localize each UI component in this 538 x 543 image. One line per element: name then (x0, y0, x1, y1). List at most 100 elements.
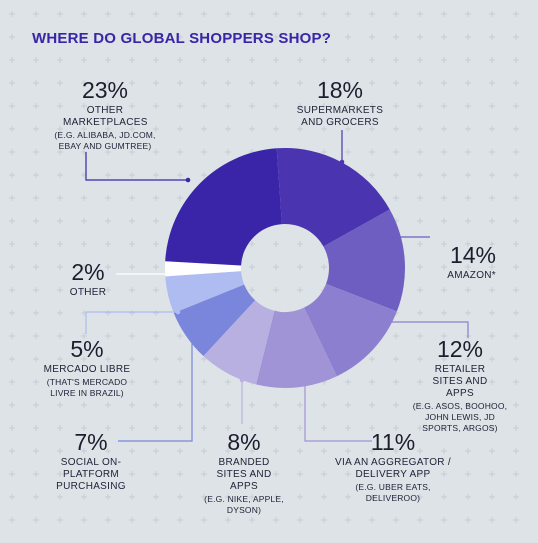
grid-plus-mark (57, 333, 63, 339)
grid-plus-mark (177, 448, 183, 454)
label-other: 2% OTHER (60, 260, 116, 299)
grid-plus-mark (9, 471, 15, 477)
grid-plus-mark (369, 149, 375, 155)
grid-plus-mark (57, 195, 63, 201)
grid-plus-mark (513, 172, 519, 178)
grid-plus-mark (249, 80, 255, 86)
label-aggregator: 11% VIA AN AGGREGATOR / DELIVERY APP (E.… (328, 430, 458, 504)
grid-plus-mark (249, 448, 255, 454)
grid-plus-mark (417, 425, 423, 431)
leader-branded-sites-dot (239, 377, 245, 383)
grid-plus-mark (105, 57, 111, 63)
grid-plus-mark (513, 379, 519, 385)
grid-plus-mark (417, 80, 423, 86)
grid-plus-mark (201, 356, 207, 362)
grid-plus-mark (273, 241, 279, 247)
grid-plus-mark (513, 471, 519, 477)
grid-plus-mark (33, 356, 39, 362)
grid-plus-mark (489, 126, 495, 132)
grid-plus-mark (9, 310, 15, 316)
label-retailer-sites: 12% RETAILER SITES AND APPS (E.G. ASOS, … (395, 337, 525, 434)
grid-plus-mark (297, 80, 303, 86)
grid-plus-mark (417, 126, 423, 132)
grid-plus-mark (393, 103, 399, 109)
pct-mercado-libre: 5% (70, 336, 104, 362)
grid-plus-mark (441, 172, 447, 178)
grid-plus-mark (33, 103, 39, 109)
grid-plus-mark (9, 402, 15, 408)
grid-plus-mark (33, 494, 39, 500)
grid-plus-mark (105, 333, 111, 339)
grid-plus-mark (153, 402, 159, 408)
grid-plus-mark (489, 241, 495, 247)
grid-plus-mark (9, 195, 15, 201)
grid-plus-mark (105, 11, 111, 17)
grid-plus-mark (129, 126, 135, 132)
grid-plus-mark (129, 264, 135, 270)
grid-plus-mark (297, 517, 303, 523)
grid-plus-mark (393, 494, 399, 500)
grid-plus-mark (153, 333, 159, 339)
grid-plus-mark (345, 126, 351, 132)
grid-plus-mark (345, 34, 351, 40)
example-branded-sites: (E.G. NIKE, APPLE, DYSON) (204, 494, 284, 515)
grid-plus-mark (81, 287, 87, 293)
grid-plus-mark (81, 11, 87, 17)
grid-plus-mark (225, 494, 231, 500)
grid-plus-mark (9, 448, 15, 454)
grid-plus-mark (417, 149, 423, 155)
grid-plus-mark (297, 287, 303, 293)
grid-plus-mark (417, 172, 423, 178)
donut-slice-0 (276, 148, 390, 247)
grid-plus-mark (105, 402, 111, 408)
grid-plus-mark (441, 287, 447, 293)
pct-other: 2% (71, 259, 105, 285)
grid-plus-mark (417, 471, 423, 477)
grid-plus-mark (105, 356, 111, 362)
grid-plus-mark (33, 172, 39, 178)
grid-plus-mark (393, 172, 399, 178)
grid-plus-mark (321, 425, 327, 431)
grid-plus-mark (201, 103, 207, 109)
grid-plus-mark (201, 172, 207, 178)
grid-plus-mark (153, 241, 159, 247)
grid-plus-mark (489, 57, 495, 63)
grid-plus-mark (81, 126, 87, 132)
grid-plus-mark (297, 57, 303, 63)
grid-plus-mark (57, 356, 63, 362)
grid-plus-mark (105, 287, 111, 293)
grid-plus-mark (105, 517, 111, 523)
grid-plus-mark (369, 34, 375, 40)
grid-plus-mark (369, 172, 375, 178)
grid-plus-mark (441, 34, 447, 40)
grid-plus-mark (513, 241, 519, 247)
grid-plus-mark (129, 287, 135, 293)
grid-plus-mark (9, 264, 15, 270)
grid-plus-mark (465, 287, 471, 293)
grid-plus-mark (177, 11, 183, 17)
grid-plus-mark (321, 448, 327, 454)
grid-plus-mark (129, 172, 135, 178)
grid-plus-mark (465, 149, 471, 155)
grid-plus-mark (201, 126, 207, 132)
grid-plus-mark (177, 195, 183, 201)
grid-plus-mark (441, 11, 447, 17)
grid-plus-mark (441, 80, 447, 86)
grid-plus-mark (129, 379, 135, 385)
grid-plus-mark (489, 34, 495, 40)
grid-plus-mark (129, 333, 135, 339)
grid-plus-mark (201, 34, 207, 40)
grid-plus-mark (417, 379, 423, 385)
grid-plus-mark (81, 264, 87, 270)
pct-retailer-sites: 12% (436, 336, 484, 362)
grid-plus-mark (81, 494, 87, 500)
label-mercado-libre: 5% MERCADO LIBRE (THAT'S MERCADO LIVRE I… (28, 337, 146, 399)
grid-plus-mark (81, 34, 87, 40)
grid-plus-mark (465, 126, 471, 132)
leader-social-dot (189, 333, 195, 339)
grid-plus-mark (369, 379, 375, 385)
grid-plus-mark (177, 34, 183, 40)
grid-plus-mark (465, 310, 471, 316)
grid-plus-mark (57, 34, 63, 40)
grid-plus-mark (153, 264, 159, 270)
